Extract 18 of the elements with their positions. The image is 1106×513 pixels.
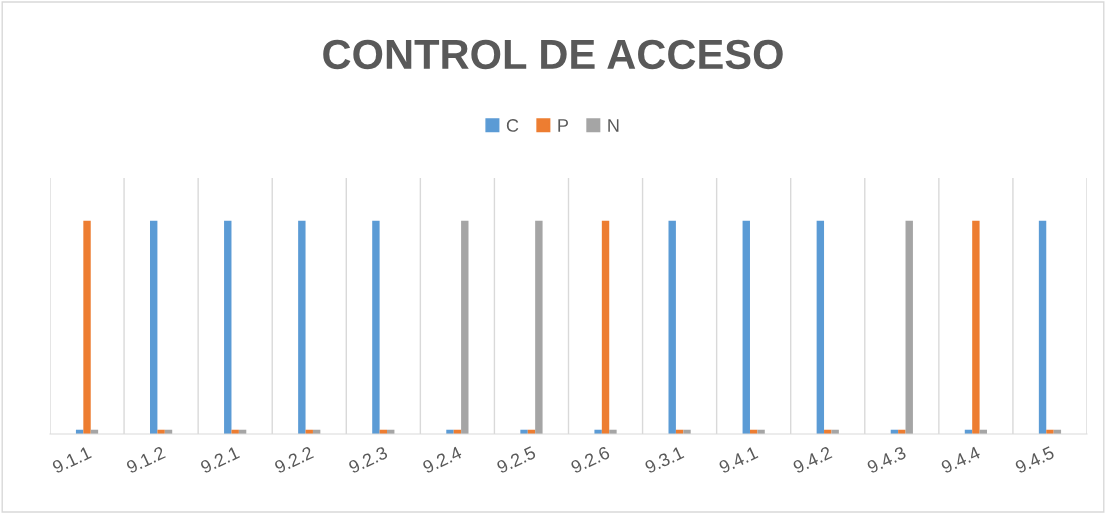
x-tick-label: 9.4.4 (940, 445, 982, 474)
x-tick-label: 9.4.3 (866, 445, 907, 474)
x-tick-label: 9.4.5 (1014, 445, 1055, 474)
x-tick-label: 9.3.1 (644, 445, 685, 474)
x-tick-label: 9.2.5 (496, 445, 537, 474)
x-tick-label: 9.4.1 (718, 445, 759, 474)
x-tick-label: 9.2.4 (421, 445, 463, 474)
x-tick-label: 9.4.2 (792, 445, 833, 474)
x-tick-label: 9.2.6 (570, 445, 611, 474)
x-tick-label: 9.2.3 (347, 445, 389, 474)
chart-title: CONTROL DE ACCESO (323, 39, 783, 70)
legend-label: C (506, 119, 519, 132)
x-tick-label: 9.2.2 (273, 445, 315, 474)
legend-label: N (608, 119, 619, 132)
x-tick-label: 9.2.1 (199, 445, 240, 474)
x-tick-label: 9.1.2 (125, 445, 166, 474)
x-tick-label: 9.1.1 (51, 445, 92, 474)
legend-label: P (558, 119, 568, 132)
